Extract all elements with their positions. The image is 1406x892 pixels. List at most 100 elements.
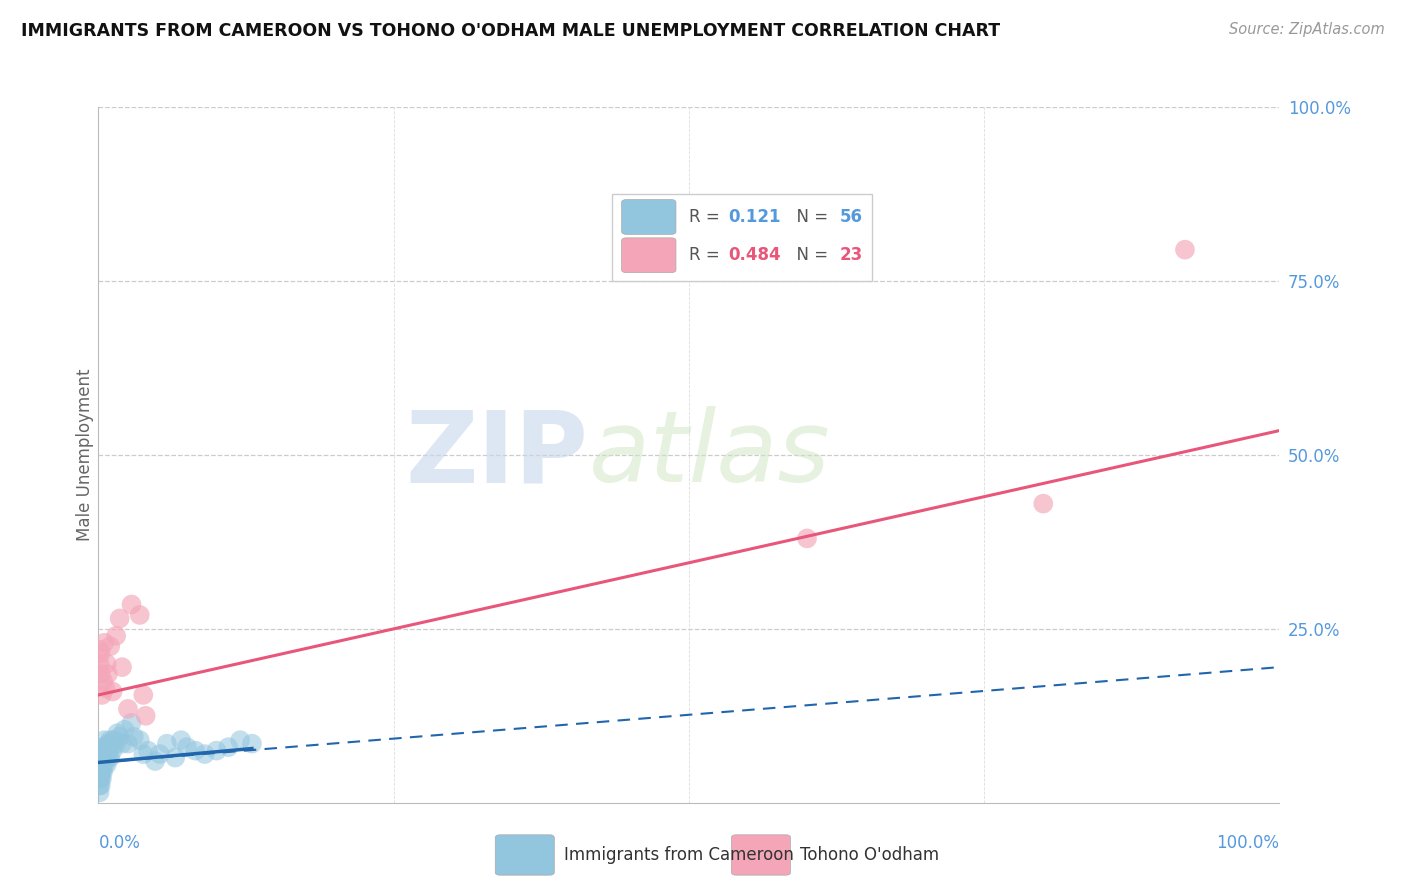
- Point: [89, 785, 111, 799]
- Point: [91, 750, 114, 764]
- Text: atlas: atlas: [589, 407, 830, 503]
- Text: 0.0%: 0.0%: [98, 834, 141, 852]
- Text: 0.121: 0.121: [728, 208, 780, 226]
- Point: [117, 702, 139, 716]
- Point: [98, 750, 121, 764]
- Point: [132, 747, 155, 761]
- FancyBboxPatch shape: [495, 835, 554, 875]
- Point: [194, 747, 217, 761]
- Point: [111, 660, 134, 674]
- Point: [94, 750, 117, 764]
- Point: [98, 733, 121, 747]
- Point: [90, 764, 112, 779]
- Text: N =: N =: [786, 246, 834, 264]
- Point: [98, 747, 121, 761]
- Point: [105, 726, 128, 740]
- Point: [176, 740, 198, 755]
- Point: [143, 754, 166, 768]
- Point: [96, 657, 118, 671]
- Point: [121, 598, 143, 612]
- Point: [170, 733, 193, 747]
- Point: [165, 750, 187, 764]
- Point: [97, 750, 120, 764]
- Point: [108, 730, 131, 744]
- Point: [89, 761, 111, 775]
- Point: [136, 744, 159, 758]
- Point: [112, 723, 135, 737]
- Point: [89, 757, 111, 772]
- Point: [91, 750, 114, 764]
- Point: [156, 737, 179, 751]
- Point: [97, 737, 120, 751]
- Point: [132, 688, 155, 702]
- Point: [93, 636, 115, 650]
- Point: [1174, 243, 1197, 257]
- Point: [89, 754, 111, 768]
- FancyBboxPatch shape: [612, 194, 872, 281]
- Point: [111, 737, 134, 751]
- Point: [135, 708, 157, 723]
- Y-axis label: Male Unemployment: Male Unemployment: [76, 368, 94, 541]
- Text: 23: 23: [841, 246, 863, 264]
- FancyBboxPatch shape: [621, 200, 676, 235]
- Point: [90, 757, 112, 772]
- Point: [96, 744, 118, 758]
- Point: [91, 757, 114, 772]
- Point: [94, 740, 117, 755]
- Point: [100, 737, 122, 751]
- Point: [91, 688, 114, 702]
- Point: [105, 737, 128, 751]
- Text: ZIP: ZIP: [406, 407, 589, 503]
- Point: [93, 744, 115, 758]
- Point: [89, 642, 111, 657]
- Point: [149, 747, 172, 761]
- Point: [91, 764, 114, 779]
- Point: [108, 611, 131, 625]
- Text: IMMIGRANTS FROM CAMEROON VS TOHONO O'ODHAM MALE UNEMPLOYMENT CORRELATION CHART: IMMIGRANTS FROM CAMEROON VS TOHONO O'ODH…: [21, 22, 1000, 40]
- Point: [90, 778, 112, 792]
- Point: [96, 757, 118, 772]
- Point: [91, 764, 114, 779]
- Point: [128, 733, 150, 747]
- Point: [240, 737, 263, 751]
- FancyBboxPatch shape: [731, 835, 790, 875]
- Point: [91, 674, 114, 689]
- Point: [93, 757, 115, 772]
- Point: [91, 740, 114, 755]
- Point: [97, 667, 120, 681]
- Text: 100.0%: 100.0%: [1216, 834, 1279, 852]
- Point: [122, 730, 145, 744]
- Point: [90, 772, 112, 786]
- Point: [89, 772, 111, 786]
- Point: [184, 744, 207, 758]
- Text: Source: ZipAtlas.com: Source: ZipAtlas.com: [1229, 22, 1385, 37]
- Text: R =: R =: [689, 208, 725, 226]
- Point: [796, 532, 818, 546]
- Point: [1032, 497, 1054, 511]
- Text: 56: 56: [841, 208, 863, 226]
- Point: [93, 733, 115, 747]
- Point: [98, 639, 121, 653]
- Point: [121, 715, 143, 730]
- Point: [91, 772, 114, 786]
- Point: [90, 646, 112, 660]
- Point: [105, 629, 128, 643]
- Point: [90, 667, 112, 681]
- Point: [89, 657, 111, 671]
- Point: [117, 737, 139, 751]
- Text: Immigrants from Cameroon: Immigrants from Cameroon: [564, 846, 793, 864]
- Point: [101, 744, 124, 758]
- FancyBboxPatch shape: [621, 238, 676, 273]
- Text: N =: N =: [786, 208, 834, 226]
- Point: [103, 733, 125, 747]
- Point: [89, 778, 111, 792]
- Text: R =: R =: [689, 246, 725, 264]
- Point: [128, 607, 150, 622]
- Point: [229, 733, 252, 747]
- Point: [91, 747, 114, 761]
- Point: [101, 684, 124, 698]
- Point: [94, 681, 117, 695]
- Point: [217, 740, 239, 755]
- Text: Tohono O'odham: Tohono O'odham: [800, 846, 939, 864]
- Text: 0.484: 0.484: [728, 246, 780, 264]
